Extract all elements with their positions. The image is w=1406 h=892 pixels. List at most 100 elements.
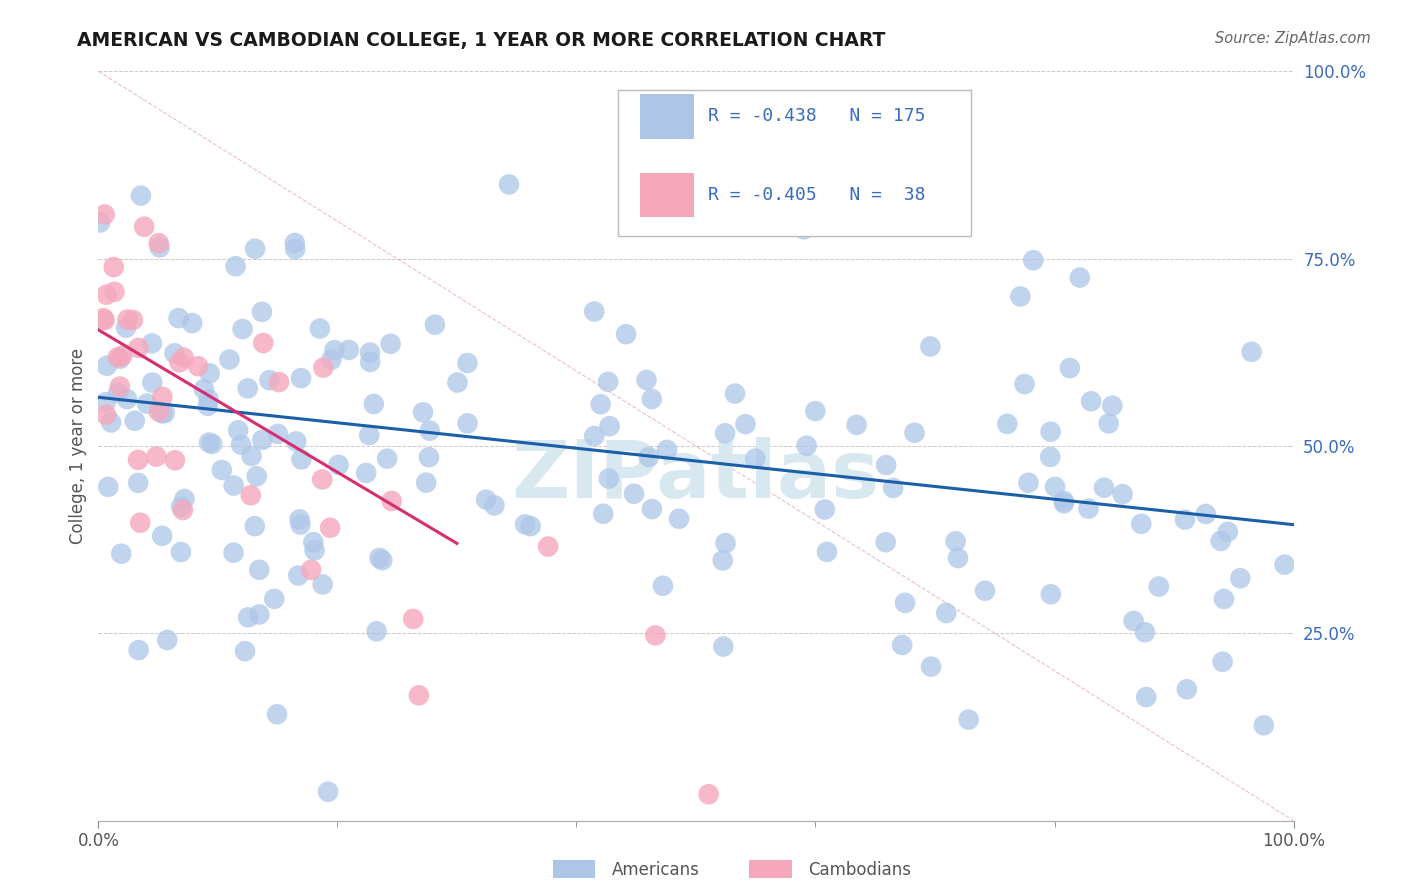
Point [122, 313, 145, 327]
Point [117, 312, 139, 326]
Point [153, 406, 176, 420]
Point [371, 553, 394, 567]
Point [108, 351, 131, 366]
Point [225, 259, 247, 273]
Point [222, 478, 245, 492]
Point [697, 787, 720, 801]
Point [515, 517, 537, 532]
Point [599, 419, 621, 434]
Point [1274, 558, 1296, 572]
Point [1092, 481, 1115, 495]
Point [744, 451, 766, 466]
Point [1039, 450, 1062, 464]
Point [169, 355, 191, 369]
Point [290, 371, 312, 385]
Point [363, 397, 385, 411]
Point [150, 390, 173, 404]
Point [129, 188, 152, 202]
Point [198, 367, 221, 381]
Point [127, 341, 149, 355]
Point [974, 583, 997, 598]
Point [638, 450, 661, 464]
Point [149, 240, 172, 254]
Point [96, 287, 118, 301]
Point [1111, 487, 1133, 501]
Point [170, 500, 193, 514]
Point [250, 305, 273, 319]
Point [236, 610, 259, 624]
Point [1130, 516, 1153, 531]
Point [1069, 270, 1091, 285]
Point [375, 451, 398, 466]
Point [170, 545, 193, 559]
FancyBboxPatch shape [640, 94, 693, 139]
Point [285, 434, 308, 449]
Point [323, 343, 346, 358]
Point [252, 336, 274, 351]
Point [668, 512, 690, 526]
Point [418, 450, 440, 465]
Point [308, 321, 330, 335]
Point [457, 417, 479, 431]
Point [589, 397, 612, 411]
Point [94, 395, 117, 409]
Point [711, 640, 734, 654]
Point [882, 481, 904, 495]
Point [328, 458, 350, 472]
Point [894, 596, 917, 610]
Point [218, 352, 240, 367]
Point [96, 359, 118, 373]
Point [136, 396, 159, 410]
Point [226, 423, 249, 437]
Point [734, 417, 756, 432]
Point [641, 502, 664, 516]
Point [1122, 614, 1144, 628]
Point [148, 236, 170, 251]
Point [222, 546, 245, 560]
Point [903, 425, 925, 440]
Point [197, 392, 219, 407]
Point [359, 345, 381, 359]
Point [419, 424, 441, 438]
Point [312, 360, 335, 375]
Point [93, 313, 115, 327]
Point [148, 404, 170, 418]
Point [284, 235, 307, 250]
Point [1043, 480, 1066, 494]
Point [150, 406, 173, 420]
Point [302, 535, 325, 549]
Point [1133, 625, 1156, 640]
Point [995, 417, 1018, 431]
Point [1014, 377, 1036, 392]
Point [128, 643, 150, 657]
Point [337, 343, 360, 357]
Point [1240, 344, 1263, 359]
Point [537, 540, 560, 554]
Text: Source: ZipAtlas.com: Source: ZipAtlas.com [1215, 31, 1371, 46]
FancyBboxPatch shape [619, 90, 972, 236]
Point [93, 311, 115, 326]
Point [187, 359, 209, 374]
Point [945, 534, 967, 549]
Point [266, 707, 288, 722]
Point [380, 336, 402, 351]
FancyBboxPatch shape [640, 172, 693, 218]
Point [1229, 571, 1251, 585]
Point [1022, 253, 1045, 268]
Point [110, 547, 132, 561]
Point [259, 373, 281, 387]
Point [172, 503, 194, 517]
Point [111, 349, 134, 363]
Point [598, 471, 620, 485]
Point [311, 472, 333, 486]
Point [583, 429, 606, 443]
Point [614, 327, 637, 342]
Point [288, 512, 311, 526]
Text: Americans: Americans [612, 861, 700, 879]
Point [1195, 507, 1218, 521]
Point [644, 628, 666, 642]
Point [845, 417, 868, 432]
Point [311, 577, 333, 591]
Point [232, 322, 254, 336]
Point [263, 591, 285, 606]
